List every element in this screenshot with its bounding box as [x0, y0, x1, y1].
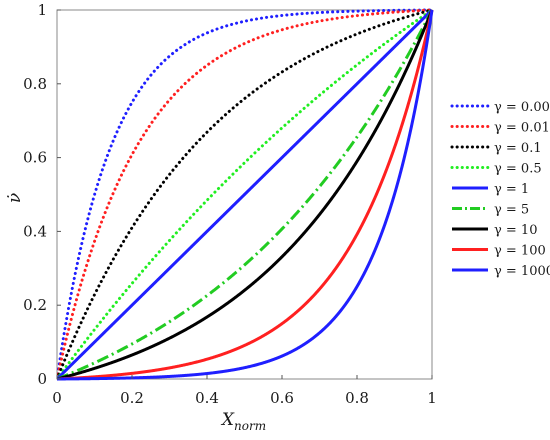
x-axis-label-sub: norm — [234, 419, 266, 433]
series-line-5 — [57, 9, 434, 381]
curves — [57, 8, 434, 381]
series-line-4 — [57, 8, 434, 381]
x-axis-label-main: X — [220, 410, 235, 430]
series-line-6 — [57, 9, 434, 381]
legend-label: γ = 0.001 — [494, 100, 550, 115]
series-line-7 — [57, 9, 434, 381]
x-tick-label: 0.4 — [195, 389, 219, 407]
y-tick-label: 0 — [37, 370, 47, 388]
x-tick-label: 0.2 — [120, 389, 144, 407]
y-tick-label: 0.4 — [23, 222, 47, 240]
series-line-0 — [57, 8, 434, 381]
legend-label: γ = 0.5 — [494, 162, 542, 177]
legend-label: γ = 1 — [494, 182, 529, 197]
y-tick-label: 0.2 — [23, 296, 47, 314]
x-tick-label: 0.6 — [270, 389, 294, 407]
legend-label: γ = 5 — [494, 203, 529, 218]
x-tick-label: 0 — [52, 389, 62, 407]
legend-label: γ = 1000 — [494, 264, 550, 279]
y-tick-label: 1 — [37, 1, 47, 19]
x-tick-label: 0.8 — [345, 389, 369, 407]
x-tick-label: 1 — [427, 389, 437, 407]
legend-label: γ = 10 — [494, 223, 537, 238]
x-axis: 0 0.2 0.4 0.6 0.8 1 — [52, 375, 437, 407]
series-line-1 — [57, 8, 434, 381]
legend-label: γ = 0.01 — [494, 121, 550, 136]
plot-frame — [56, 9, 433, 380]
series-line-3 — [57, 8, 434, 381]
legend-label: γ = 100 — [494, 244, 546, 259]
legend: γ = 0.001 γ = 0.01 γ = 0.1 γ = 0.5 γ = 1 γ = … — [450, 100, 550, 279]
series-line-2 — [57, 8, 434, 381]
y-tick-label: 0.8 — [23, 75, 47, 93]
legend-label: γ = 0.1 — [494, 141, 542, 156]
x-axis-label: Xnorm — [220, 410, 266, 433]
y-axis: 0 0.2 0.4 0.6 0.8 1 — [23, 1, 61, 388]
series-line-8 — [57, 9, 434, 381]
y-axis-label: ν̇ — [5, 193, 25, 203]
y-tick-label: 0.6 — [23, 149, 47, 167]
